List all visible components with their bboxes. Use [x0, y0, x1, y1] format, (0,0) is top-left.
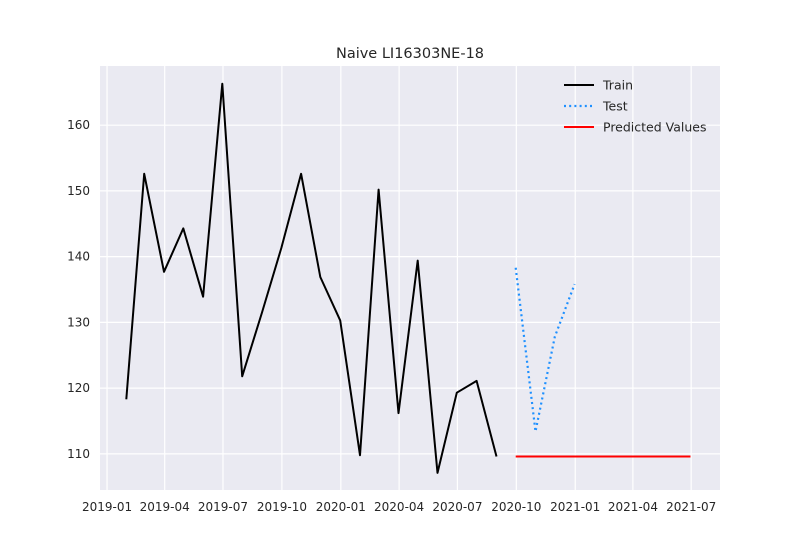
y-tick-label: 130: [67, 315, 90, 329]
series-lines: [125, 82, 691, 474]
predicted-values-legend-label: Predicted Values: [603, 120, 707, 135]
y-axis-tick-labels: 110 120 130 140 150 160: [67, 118, 90, 461]
x-axis-tick-labels: 2019-01 2019-04 2019-07 2019-10 2020-01 2020-…: [82, 500, 716, 514]
x-tick-label: 2019-10: [257, 500, 307, 514]
y-tick-label: 120: [67, 381, 90, 395]
test-line: [514, 267, 576, 433]
x-tick-label: 2019-07: [198, 500, 248, 514]
plot-background: [100, 66, 720, 490]
x-tick-label: 2021-01: [550, 500, 600, 514]
x-tick-label: 2020-07: [432, 500, 482, 514]
x-tick-label: 2021-07: [666, 500, 716, 514]
legend: Train Test Predicted Values: [564, 78, 707, 135]
x-tick-label: 2021-04: [608, 500, 658, 514]
y-tick-label: 110: [67, 447, 90, 461]
train-line: [125, 82, 498, 474]
x-gridlines: [106, 66, 692, 490]
y-tick-label: 150: [67, 184, 90, 198]
x-tick-label: 2019-04: [140, 500, 190, 514]
x-tick-label: 2020-04: [374, 500, 424, 514]
x-tick-label: 2020-10: [491, 500, 541, 514]
y-tick-label: 160: [67, 118, 90, 132]
train-legend-label: Train: [602, 78, 633, 93]
x-tick-label: 2019-01: [82, 500, 132, 514]
test-legend-label: Test: [602, 99, 628, 114]
x-tick-label: 2020-01: [316, 500, 366, 514]
chart-title: Naive LI16303NE-18: [336, 46, 484, 62]
y-tick-label: 140: [67, 250, 90, 264]
